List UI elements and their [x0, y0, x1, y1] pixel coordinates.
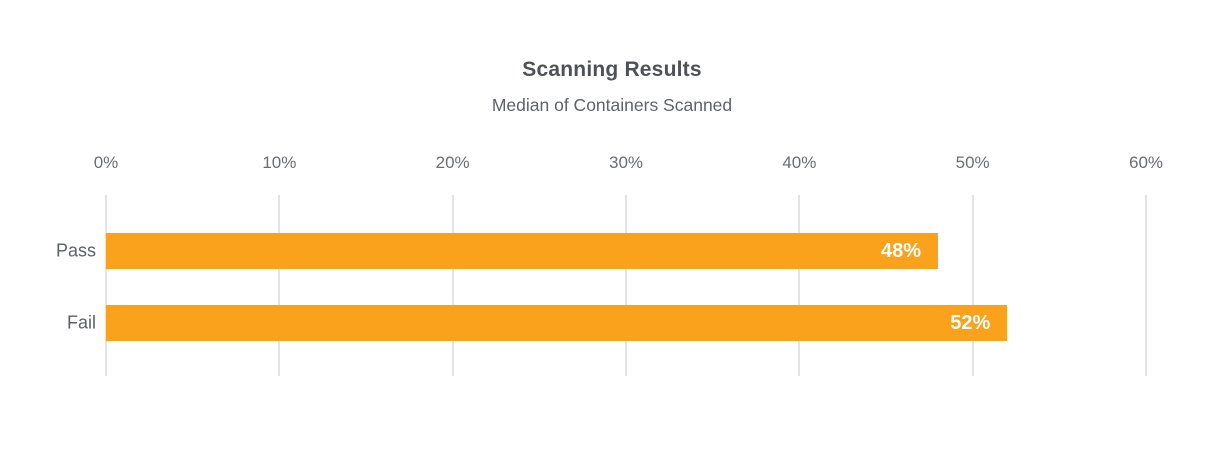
chart-subtitle: Median of Containers Scanned: [491, 95, 733, 115]
bar-value-label: 52%: [950, 312, 991, 334]
gridline: [625, 195, 627, 376]
gridline: [1145, 195, 1147, 376]
gridline: [451, 195, 454, 376]
bar-row-pass: Pass 48%: [56, 233, 1146, 269]
x-axis-tick-label: 40%: [782, 153, 817, 172]
x-axis-tick-label: 60%: [1128, 153, 1164, 172]
gridline: [798, 195, 801, 376]
x-axis-tick-label: 0%: [93, 153, 119, 172]
plot-grid: Pass 48% Fail 52%: [56, 195, 1147, 376]
x-axis-tick-label: 10%: [262, 153, 297, 172]
bar-value-label: 48%: [880, 240, 921, 262]
x-axis-tick-label: 50%: [955, 153, 990, 172]
gridline: [105, 195, 107, 376]
chart-title: Scanning Results: [522, 58, 702, 81]
x-axis-tick-label: 30%: [608, 153, 644, 172]
bar-fail[interactable]: 52%: [106, 305, 1008, 341]
bar-row-fail: Fail 52%: [67, 305, 1146, 341]
gridline: [971, 195, 974, 376]
category-label-fail: Fail: [66, 312, 96, 333]
bar-pass[interactable]: 48%: [106, 233, 938, 269]
gridline: [278, 195, 281, 376]
x-axis: 0% 10% 20% 30% 40% 50% 60%: [94, 150, 1163, 178]
chart-header: Scanning Results Median of Containers Sc…: [0, 57, 1224, 116]
category-label-pass: Pass: [55, 240, 96, 261]
x-axis-tick-label: 20%: [435, 153, 470, 172]
plot-area: 0% 10% 20% 30% 40% 50% 60% Pass 48% Fail 52%: [56, 150, 1163, 376]
